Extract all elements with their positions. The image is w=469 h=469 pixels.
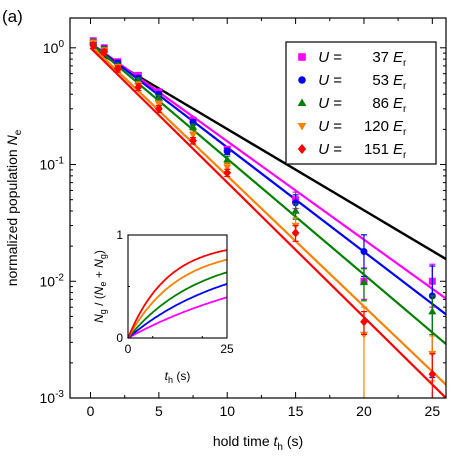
data-point xyxy=(134,82,143,92)
legend-label: U = xyxy=(318,72,342,89)
inset-y-axis-label: Ng / (Ne + Ng) xyxy=(92,250,108,323)
data-point xyxy=(189,131,198,139)
x-tick-label: 5 xyxy=(155,403,163,419)
legend-unit: Er xyxy=(393,141,407,161)
data-point xyxy=(223,164,232,172)
data-point xyxy=(155,104,163,114)
data-point xyxy=(100,47,109,57)
inset-y-tick-label: 1 xyxy=(116,228,123,242)
data-point xyxy=(223,168,232,178)
data-point xyxy=(359,278,368,286)
legend-value: 151 xyxy=(364,141,389,158)
legend-label: U = xyxy=(318,141,342,158)
fit-lines xyxy=(89,42,446,398)
inset-x-tick-label: 25 xyxy=(220,342,234,356)
legend-label: U = xyxy=(318,95,342,112)
y-axis-label: normalized population Ne xyxy=(4,129,24,286)
data-point xyxy=(189,122,198,130)
data-point xyxy=(114,64,122,74)
inset-x-tick-label: 0 xyxy=(125,342,132,356)
fit-line xyxy=(89,42,446,316)
legend-marker xyxy=(297,98,307,107)
inset-curve xyxy=(127,296,228,339)
inset-y-tick-label: 0 xyxy=(116,331,123,345)
inset-plot: 0 25 0 1 th (s) Ng / (Ne + Ng) xyxy=(92,228,234,385)
data-point xyxy=(223,147,231,155)
x-tick-label: 0 xyxy=(87,403,95,419)
inset-x-axis-label: th (s) xyxy=(165,369,191,385)
fit-line xyxy=(89,42,446,300)
plot-frame xyxy=(69,17,447,399)
x-axis-label: hold time th (s) xyxy=(213,433,303,453)
data-point xyxy=(428,369,437,379)
fit-line xyxy=(89,42,446,345)
legend-marker xyxy=(298,76,306,84)
legend-value: 37 xyxy=(372,49,389,66)
legend-marker xyxy=(297,144,307,154)
legend-label: U = xyxy=(318,118,342,135)
x-tick-label: 25 xyxy=(425,403,441,419)
data-point xyxy=(428,307,437,315)
y-tick-label: 100 xyxy=(43,39,65,56)
data-points xyxy=(89,37,437,398)
x-tick-label: 20 xyxy=(356,403,372,419)
legend-value: 120 xyxy=(364,118,389,135)
legend-value: 86 xyxy=(372,95,389,112)
data-point xyxy=(292,199,300,207)
data-point xyxy=(223,155,232,163)
y-tick-label: 10-2 xyxy=(40,272,65,289)
data-point xyxy=(291,228,300,238)
data-point xyxy=(89,40,98,50)
y-tick-label: 10-1 xyxy=(40,156,65,173)
legend-label: U = xyxy=(318,49,342,66)
y-tick-label: 10-3 xyxy=(40,389,65,406)
data-point xyxy=(154,94,163,102)
reference-line xyxy=(89,46,446,261)
legend: U = 37 ErU = 53 ErU = 86 ErU = 120 ErU = 151… xyxy=(285,41,437,165)
fit-line xyxy=(89,44,446,386)
inset-curve xyxy=(127,271,228,339)
inset-curve xyxy=(127,249,228,339)
data-point xyxy=(291,206,300,214)
legend-unit: Er xyxy=(393,118,407,138)
x-tick-label: 15 xyxy=(288,403,304,419)
fit-line xyxy=(89,47,446,398)
data-point xyxy=(189,136,197,146)
panel-label: (a) xyxy=(2,7,23,26)
legend-box xyxy=(285,41,437,165)
data-point xyxy=(360,247,368,255)
inset-curve xyxy=(127,258,228,339)
legend-marker xyxy=(298,53,306,61)
data-point xyxy=(360,317,368,327)
x-tick-label: 10 xyxy=(219,403,235,419)
legend-unit: Er xyxy=(393,95,407,115)
legend-value: 53 xyxy=(372,72,389,89)
legend-unit: Er xyxy=(393,72,407,92)
legend-unit: Er xyxy=(393,49,407,69)
data-point xyxy=(359,331,368,339)
inset-curve xyxy=(127,283,228,339)
legend-marker xyxy=(297,122,307,131)
